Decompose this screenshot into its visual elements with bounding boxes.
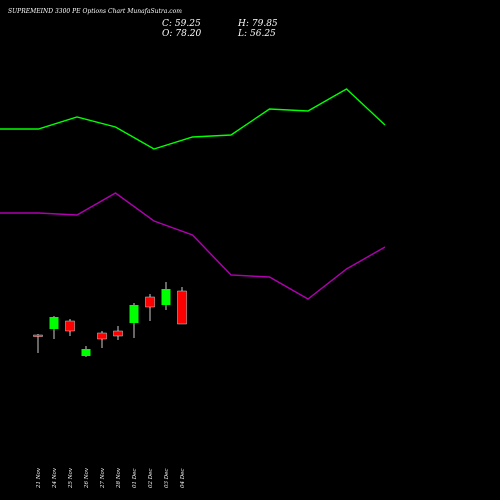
candle-body-up bbox=[49, 317, 59, 329]
x-tick-label: 03 Dec bbox=[164, 469, 170, 489]
candle bbox=[33, 334, 43, 353]
open-value: 78.20 bbox=[175, 29, 202, 39]
x-axis-ticks: 21 Nov 24 Nov 25 Nov 26 Nov 27 Nov 28 Nov 01 D… bbox=[36, 467, 186, 489]
low-label: L: bbox=[238, 29, 248, 39]
candle-body-down bbox=[113, 330, 123, 337]
candle bbox=[97, 331, 107, 348]
open-label: O: bbox=[162, 29, 173, 39]
open-readout: O: 78.20 bbox=[162, 29, 201, 39]
close-readout: C: 59.25 bbox=[162, 19, 201, 29]
x-tick-label: 02 Dec bbox=[148, 469, 154, 489]
candle bbox=[177, 287, 187, 325]
x-tick-label: 01 Dec bbox=[132, 469, 138, 489]
x-tick-label: 24 Nov bbox=[52, 467, 58, 489]
candles bbox=[33, 282, 187, 357]
chart-title: SUPREMEIND 3300 PE Options Chart MunafaS… bbox=[8, 8, 182, 15]
candle-body-up bbox=[81, 349, 91, 356]
x-tick-label: 25 Nov bbox=[68, 467, 74, 489]
candle bbox=[161, 282, 171, 310]
low-value: 56.25 bbox=[250, 29, 276, 39]
x-tick-label: 21 Nov bbox=[36, 467, 42, 489]
candle bbox=[49, 316, 59, 339]
high-readout: H: 79.85 bbox=[238, 19, 278, 29]
candle bbox=[65, 319, 75, 336]
candle-body-down bbox=[145, 296, 155, 308]
candle bbox=[113, 326, 123, 340]
candle bbox=[81, 346, 91, 357]
high-label: H: bbox=[238, 19, 249, 29]
candle-body-down bbox=[33, 334, 43, 337]
candle-body-up bbox=[129, 305, 139, 323]
x-tick-label: 26 Nov bbox=[84, 467, 90, 489]
close-label: C: bbox=[162, 19, 172, 29]
x-tick-label: 04 Dec bbox=[180, 469, 186, 489]
upper-band-line bbox=[0, 88, 386, 150]
candle-body-down bbox=[65, 320, 75, 332]
candle-body-down bbox=[97, 332, 107, 340]
candle-body-down bbox=[177, 290, 187, 325]
low-readout: L: 56.25 bbox=[238, 29, 276, 39]
x-tick-label: 28 Nov bbox=[116, 467, 122, 489]
band-lines bbox=[0, 88, 386, 300]
candle bbox=[145, 294, 155, 321]
close-value: 59.25 bbox=[174, 19, 201, 29]
candle bbox=[129, 303, 139, 338]
x-tick-label: 27 Nov bbox=[100, 467, 106, 489]
lower-band-line bbox=[0, 192, 386, 300]
high-value: 79.85 bbox=[251, 19, 278, 29]
candle-body-up bbox=[161, 289, 171, 305]
